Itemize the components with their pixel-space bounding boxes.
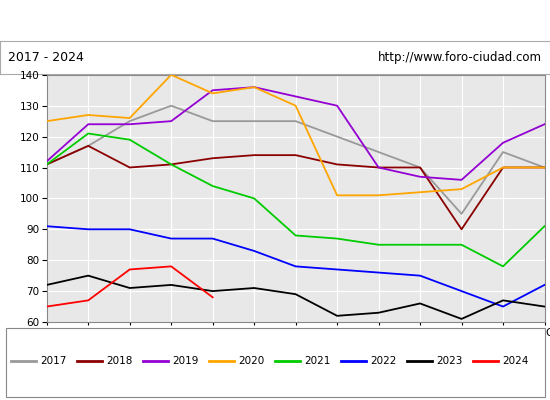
Text: 2022: 2022 xyxy=(370,356,397,366)
Text: 2020: 2020 xyxy=(238,356,265,366)
Text: 2019: 2019 xyxy=(172,356,199,366)
Text: 2017 - 2024: 2017 - 2024 xyxy=(8,51,84,64)
Text: http://www.foro-ciudad.com: http://www.foro-ciudad.com xyxy=(378,51,542,64)
Text: 2018: 2018 xyxy=(106,356,133,366)
Text: 2024: 2024 xyxy=(502,356,529,366)
Text: 2021: 2021 xyxy=(304,356,331,366)
Text: 2023: 2023 xyxy=(436,356,463,366)
FancyBboxPatch shape xyxy=(6,328,544,397)
Text: 2017: 2017 xyxy=(40,356,67,366)
Text: Evolucion del paro registrado en Páramo del Sil: Evolucion del paro registrado en Páramo … xyxy=(102,13,448,29)
